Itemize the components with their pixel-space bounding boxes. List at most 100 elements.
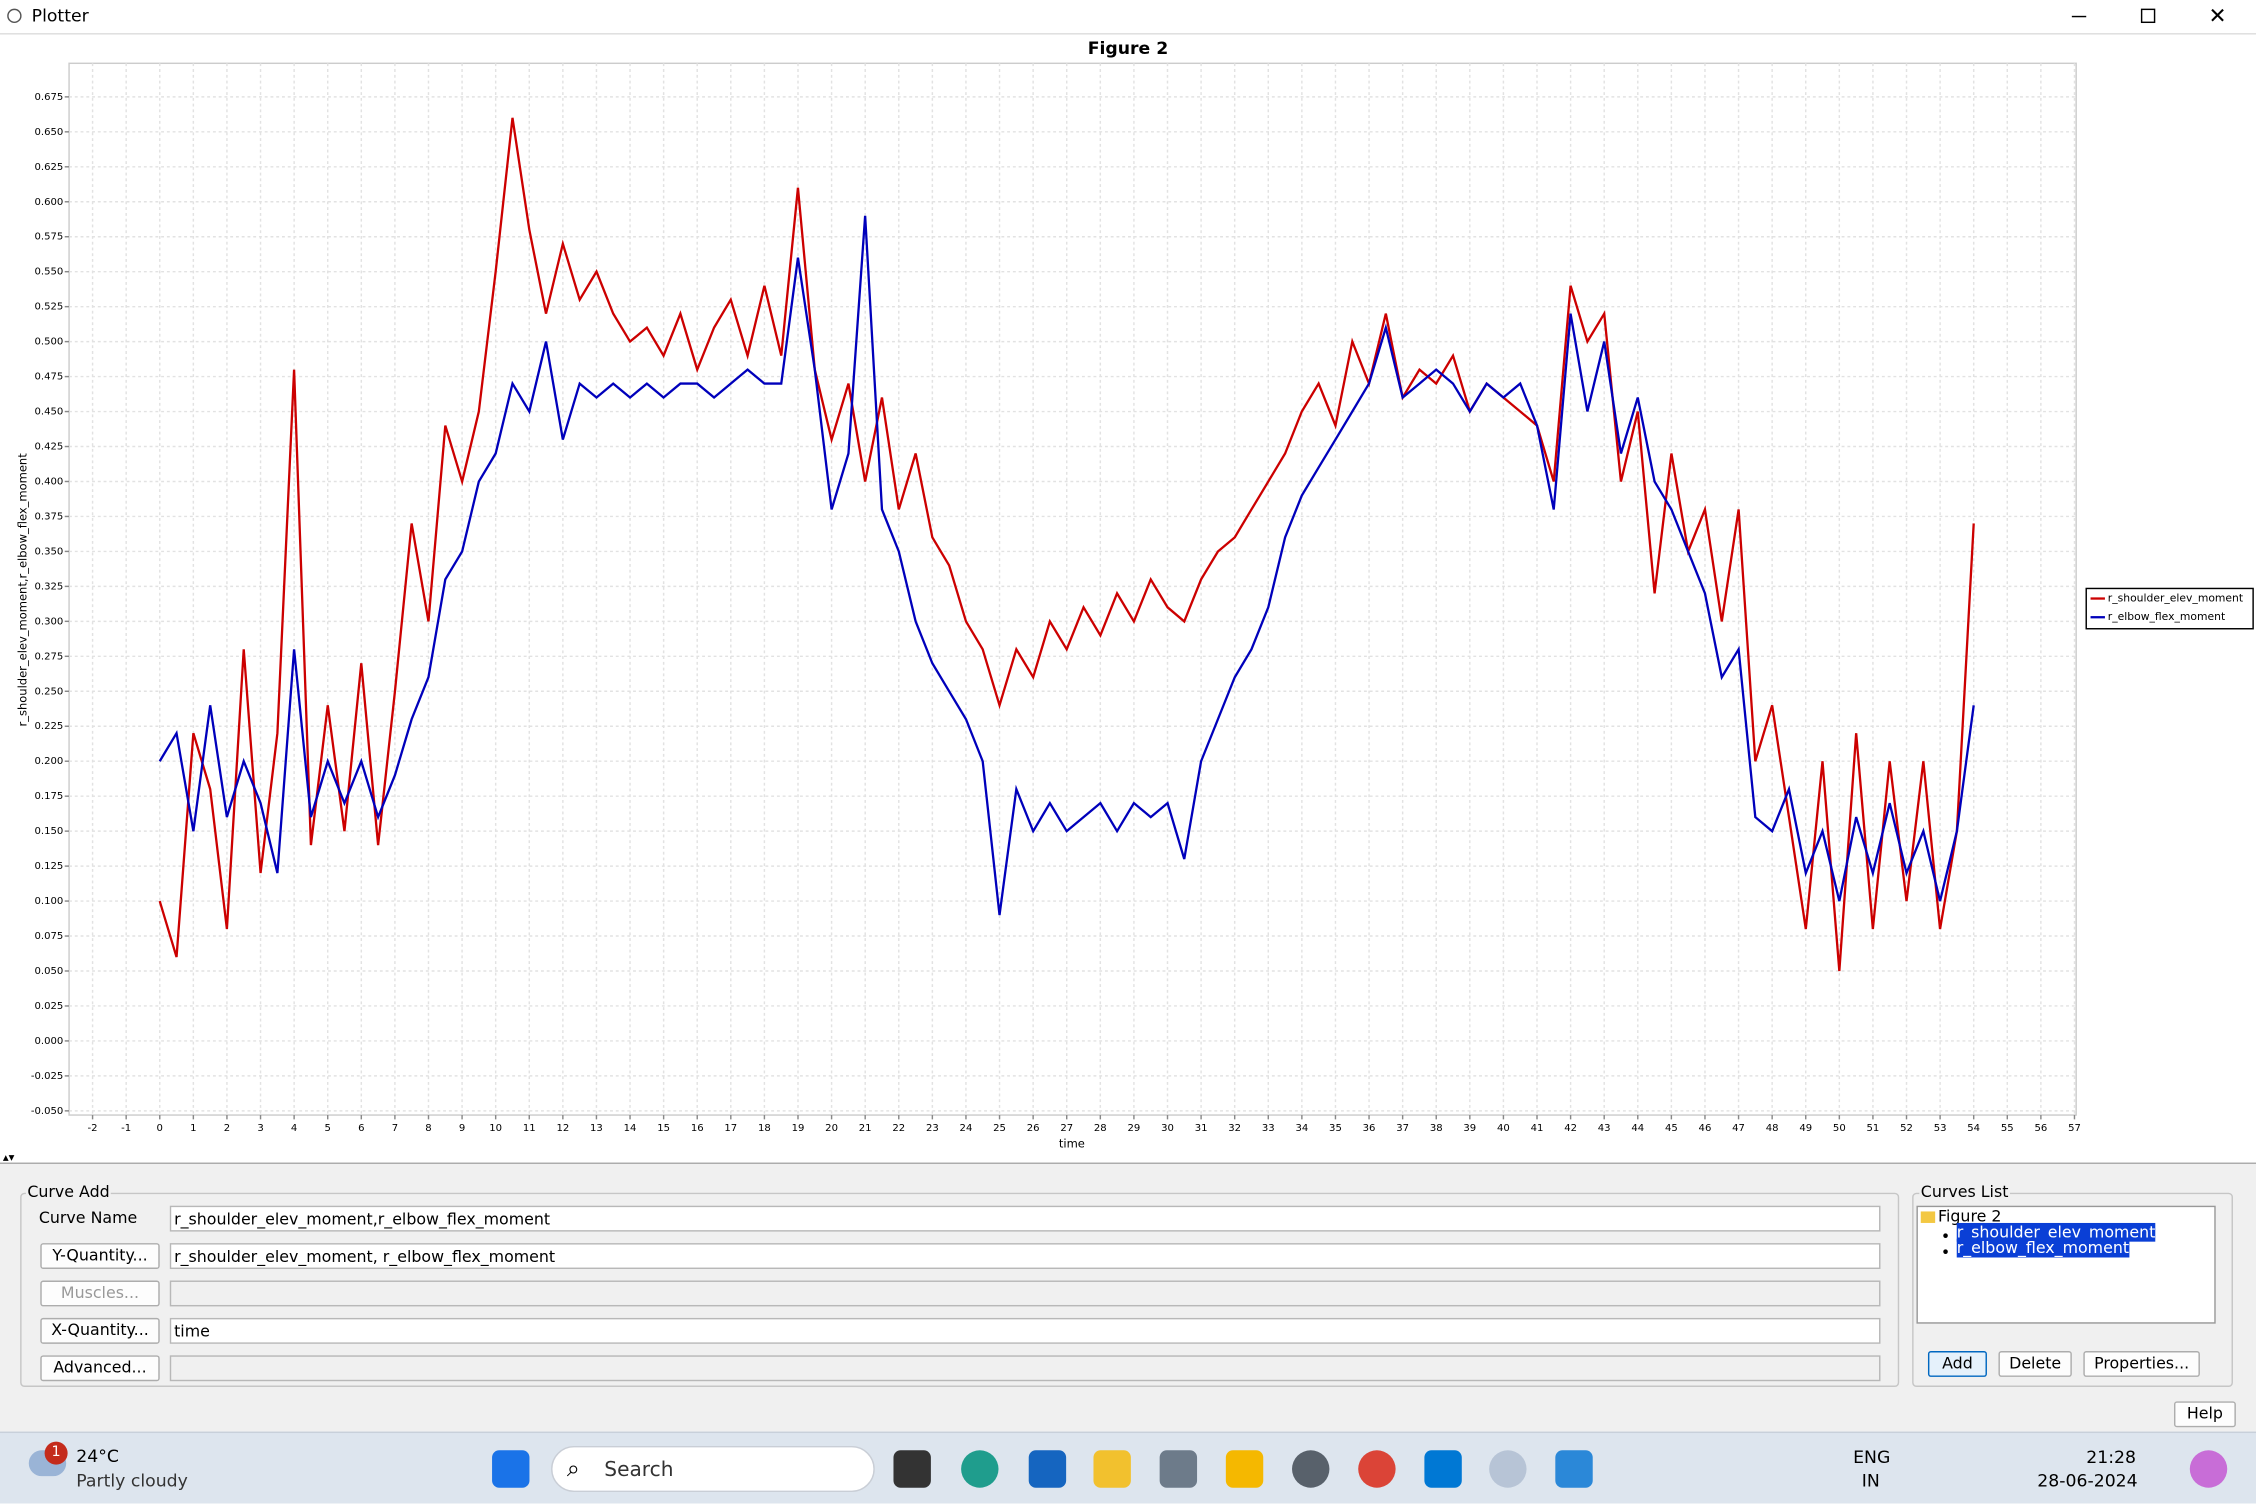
x-tick-label: 6 [358, 1123, 364, 1134]
y-tick-label: 0.225 [34, 721, 63, 732]
tree-bullet: • [1940, 1243, 1951, 1262]
chart-title: Figure 2 [1088, 39, 1169, 59]
y-tick-label: 0.025 [34, 1001, 63, 1012]
app-icon [7, 8, 22, 24]
y-tick-label: 0.275 [34, 651, 63, 662]
y-tick-label: 0.350 [34, 546, 63, 557]
x-tick-label: 53 [1934, 1123, 1947, 1134]
app-icon[interactable] [893, 1450, 931, 1488]
x-tick-label: 39 [1463, 1123, 1476, 1134]
tree-item[interactable]: r_shoulder_elev_moment [1956, 1222, 2156, 1242]
x-tick-label: 56 [2034, 1123, 2047, 1134]
tree-item[interactable]: r_elbow_flex_moment [1956, 1238, 2130, 1258]
advanced-button[interactable]: Advanced... [40, 1355, 160, 1382]
x-tick-label: -2 [88, 1123, 98, 1134]
y-tick-label: 0.550 [34, 267, 63, 278]
app-icon[interactable] [1555, 1450, 1593, 1488]
y-tick-label: 0.500 [34, 337, 63, 348]
y-tick-label: 0.575 [34, 232, 63, 243]
minimize-button[interactable] [2071, 15, 2087, 18]
delete-button[interactable]: Delete [1998, 1351, 2072, 1377]
taskbar: 1 24°C Partly cloudy ⌕ Search ENG IN 21:… [0, 1431, 2256, 1504]
x-tick-label: 10 [489, 1123, 502, 1134]
temperature: 24°C [76, 1445, 119, 1467]
curve-add-group [20, 1192, 1900, 1387]
y-tick-label: 0.450 [34, 407, 63, 418]
x-tick-label: 50 [1833, 1123, 1846, 1134]
language[interactable]: ENG [1853, 1447, 1891, 1468]
x-tick-label: 20 [825, 1123, 838, 1134]
start-button[interactable] [492, 1450, 530, 1488]
x-tick-label: 40 [1497, 1123, 1510, 1134]
y-tick-label: -0.050 [31, 1106, 63, 1117]
close-button[interactable]: ✕ [2208, 2, 2227, 29]
region[interactable]: IN [1861, 1470, 1880, 1491]
y-tick-label: 0.150 [34, 826, 63, 837]
y-tick-label: 0.050 [34, 966, 63, 977]
app-icon[interactable] [1424, 1450, 1462, 1488]
x-tick-label: 30 [1161, 1123, 1174, 1134]
window-title: Plotter [31, 5, 89, 26]
app-icon[interactable] [1225, 1450, 1264, 1488]
app-icon[interactable] [961, 1450, 999, 1488]
add-button[interactable]: Add [1927, 1351, 1987, 1377]
x-quantity-button[interactable]: X-Quantity... [40, 1317, 160, 1344]
app-icon[interactable] [1028, 1450, 1067, 1488]
y-tick-label: 0.675 [34, 92, 63, 103]
y-tick-label: 0.100 [34, 896, 63, 907]
curves-list-group [1912, 1192, 2233, 1387]
maximize-button[interactable] [2140, 8, 2156, 24]
y-tick-label: 0.600 [34, 197, 63, 208]
x-tick-label: 54 [1967, 1123, 1980, 1134]
clock-time[interactable]: 21:28 [2086, 1447, 2136, 1468]
x-tick-label: 4 [291, 1123, 297, 1134]
app-icon[interactable] [1489, 1450, 1527, 1488]
copilot-icon[interactable] [2189, 1450, 2228, 1488]
x-tick-label: 36 [1363, 1123, 1376, 1134]
properties-button[interactable]: Properties... [2083, 1351, 2200, 1377]
x-tick-label: 57 [2068, 1123, 2081, 1134]
y-tick-label: 0.200 [34, 756, 63, 767]
y-tick-label: 0.375 [34, 511, 63, 522]
curve-add-title: Curve Add [25, 1182, 112, 1202]
x-tick-label: 3 [257, 1123, 263, 1134]
x-tick-label: 1 [190, 1123, 196, 1134]
search-box[interactable]: ⌕ Search [551, 1445, 875, 1493]
x-tick-label: 34 [1295, 1123, 1308, 1134]
x-tick-label: 12 [556, 1123, 569, 1134]
y-quantity-field[interactable]: r_shoulder_elev_moment, r_elbow_flex_mom… [169, 1243, 1881, 1270]
x-quantity-field[interactable]: time [169, 1317, 1881, 1344]
x-tick-label: 31 [1195, 1123, 1208, 1134]
x-tick-label: 22 [892, 1123, 905, 1134]
muscles-field [169, 1280, 1881, 1307]
x-tick-label: 45 [1665, 1123, 1678, 1134]
x-tick-label: 32 [1228, 1123, 1241, 1134]
tree-root[interactable]: Figure 2 [1938, 1207, 2002, 1226]
x-tick-label: 42 [1564, 1123, 1577, 1134]
curve-name-field[interactable]: r_shoulder_elev_moment,r_elbow_flex_mome… [169, 1205, 1881, 1232]
x-tick-label: 18 [758, 1123, 771, 1134]
x-tick-label: 9 [459, 1123, 465, 1134]
legend [2085, 587, 2254, 630]
app-icon[interactable] [1159, 1450, 1198, 1488]
app-icon[interactable] [1093, 1450, 1131, 1488]
folder-icon [1920, 1211, 1936, 1223]
x-tick-label: 11 [523, 1123, 536, 1134]
app-icon[interactable] [1292, 1450, 1330, 1488]
y-tick-label: 0.400 [34, 476, 63, 487]
x-tick-label: -1 [121, 1123, 131, 1134]
app-icon[interactable] [1358, 1450, 1396, 1488]
tree-bullet: • [1940, 1227, 1951, 1246]
x-tick-label: 46 [1699, 1123, 1712, 1134]
y-tick-label: 0.300 [34, 616, 63, 627]
y-tick-label: 0.175 [34, 791, 63, 802]
x-tick-label: 44 [1631, 1123, 1644, 1134]
y-tick-label: -0.025 [31, 1071, 63, 1082]
splitter-arrow[interactable]: ▴▾ [2, 1151, 15, 1164]
x-tick-label: 35 [1329, 1123, 1342, 1134]
y-tick-label: 0.075 [34, 931, 63, 942]
x-tick-label: 26 [1027, 1123, 1040, 1134]
clock-date[interactable]: 28-06-2024 [2037, 1470, 2138, 1491]
help-button[interactable]: Help [2173, 1401, 2236, 1428]
y-quantity-button[interactable]: Y-Quantity... [40, 1243, 160, 1270]
